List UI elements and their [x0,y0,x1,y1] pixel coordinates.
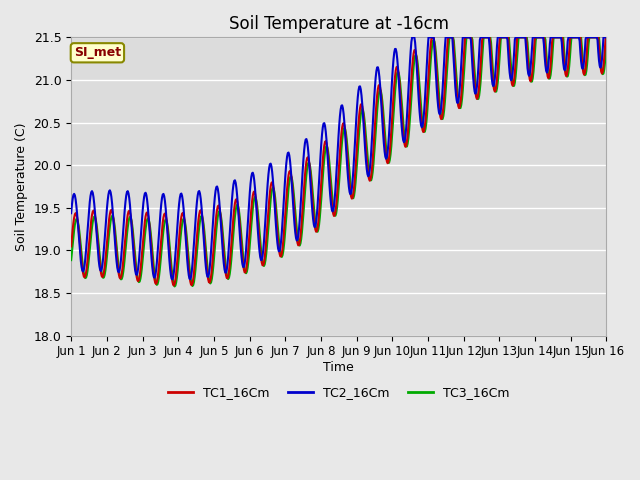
Legend: TC1_16Cm, TC2_16Cm, TC3_16Cm: TC1_16Cm, TC2_16Cm, TC3_16Cm [163,381,515,404]
Text: SI_met: SI_met [74,46,121,60]
X-axis label: Time: Time [323,361,354,374]
Title: Soil Temperature at -16cm: Soil Temperature at -16cm [228,15,449,33]
Y-axis label: Soil Temperature (C): Soil Temperature (C) [15,122,28,251]
